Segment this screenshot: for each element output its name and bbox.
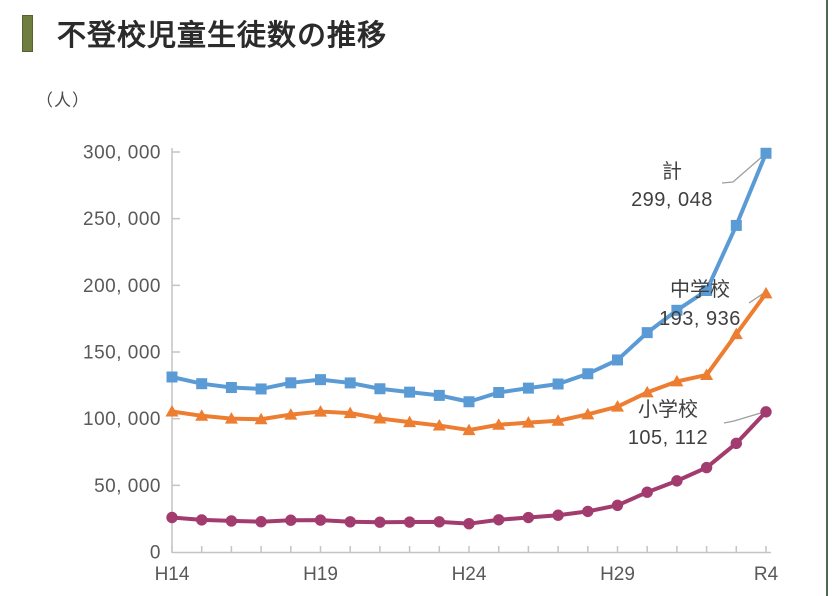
data-point-marker — [314, 514, 327, 526]
data-point-marker — [344, 516, 356, 528]
data-point-marker — [343, 406, 357, 419]
series-end-label-junior-high: 中学校 193, 936 — [659, 278, 741, 330]
data-point-marker — [671, 304, 683, 316]
data-point-marker — [760, 406, 772, 418]
data-point-marker — [522, 511, 535, 524]
chart-title-row: 不登校児童生徒数の推移 — [22, 12, 387, 54]
data-point-marker — [225, 515, 238, 527]
data-point-marker — [582, 368, 594, 380]
title-accent-bar — [22, 14, 33, 52]
data-point-marker — [552, 509, 564, 521]
x-tick-label: H24 — [452, 564, 487, 585]
data-point-marker — [463, 517, 475, 530]
series-name-label: 計 — [662, 160, 682, 183]
data-point-marker — [403, 415, 417, 428]
series-value-label: 105, 112 — [628, 427, 708, 449]
data-point-marker — [344, 377, 356, 389]
y-axis-unit-label: （人） — [36, 91, 90, 110]
data-point-marker — [552, 378, 564, 390]
data-point-marker — [196, 378, 208, 390]
data-point-marker — [582, 505, 594, 518]
data-point-marker — [285, 514, 297, 526]
data-point-marker — [374, 383, 386, 395]
y-tick-label: 50, 000 — [94, 476, 161, 497]
data-point-marker — [166, 371, 178, 383]
data-point-marker — [759, 286, 773, 299]
data-point-marker — [671, 475, 683, 487]
series-value-label: 299, 048 — [631, 189, 713, 211]
data-point-marker — [255, 516, 267, 528]
data-point-marker — [373, 412, 387, 424]
data-point-marker — [403, 516, 416, 528]
y-tick-label: 300, 000 — [83, 143, 161, 164]
data-point-marker — [255, 383, 267, 395]
data-point-marker — [641, 327, 653, 339]
leader-line — [723, 411, 765, 424]
data-point-marker — [729, 327, 743, 340]
data-point-marker — [285, 377, 297, 389]
data-point-marker — [493, 514, 505, 526]
data-point-marker — [493, 387, 505, 399]
data-point-marker — [315, 374, 326, 386]
y-tick-label: 200, 000 — [83, 276, 161, 297]
data-point-marker — [611, 499, 624, 511]
data-point-marker — [433, 389, 445, 401]
series-elementary — [166, 406, 772, 530]
data-point-marker — [254, 412, 268, 425]
data-point-marker — [166, 511, 178, 524]
series-name-label: 小学校 — [638, 398, 698, 421]
data-point-marker — [641, 486, 653, 498]
series-end-label-elementary: 小学校 105, 112 — [628, 398, 708, 449]
data-point-marker — [433, 516, 445, 528]
data-point-marker — [670, 374, 684, 387]
data-point-marker — [760, 147, 772, 159]
data-point-marker — [522, 382, 534, 394]
data-point-marker — [700, 368, 714, 380]
data-point-marker — [462, 423, 476, 436]
data-point-marker — [404, 386, 416, 398]
data-point-marker — [374, 516, 386, 528]
y-tick-label: 250, 000 — [83, 209, 161, 230]
data-point-marker — [225, 382, 237, 394]
series-name-label: 中学校 — [670, 278, 730, 301]
x-tick-label: H19 — [303, 564, 338, 585]
data-point-marker — [492, 418, 506, 430]
series-value-label: 193, 936 — [659, 308, 741, 330]
data-point-marker — [224, 412, 238, 424]
right-border-line — [826, 0, 828, 596]
data-point-marker — [521, 416, 535, 428]
data-point-marker — [701, 284, 713, 296]
data-point-marker — [612, 354, 623, 366]
data-point-marker — [611, 400, 624, 412]
series-end-label-total: 計 299, 048 — [631, 160, 713, 211]
page-title: 不登校児童生徒数の推移 — [57, 20, 388, 52]
data-point-marker — [165, 404, 179, 417]
data-point-marker — [196, 514, 208, 526]
data-point-marker — [551, 414, 565, 426]
data-point-marker — [195, 409, 209, 421]
data-point-marker — [284, 408, 298, 420]
data-point-marker — [432, 419, 446, 431]
chart-axes: 0 50, 000 100, 000 150, 000 200, 000 250, 000… — [83, 143, 779, 586]
data-point-marker — [640, 385, 654, 398]
x-tick-label: H29 — [600, 564, 635, 585]
data-point-marker — [463, 396, 475, 408]
series-total — [166, 147, 772, 408]
data-point-marker — [730, 219, 742, 231]
y-tick-label: 150, 000 — [83, 343, 161, 364]
x-tick-label: H14 — [155, 564, 190, 585]
data-point-marker — [314, 405, 327, 417]
y-tick-label: 100, 000 — [83, 409, 161, 430]
x-tick-label: R4 — [754, 564, 779, 585]
y-tick-label: 0 — [150, 543, 161, 564]
data-point-marker — [700, 461, 713, 474]
data-point-marker — [581, 407, 595, 420]
series-junior-high — [165, 286, 773, 436]
data-point-marker — [730, 437, 742, 450]
leader-line — [721, 154, 765, 184]
